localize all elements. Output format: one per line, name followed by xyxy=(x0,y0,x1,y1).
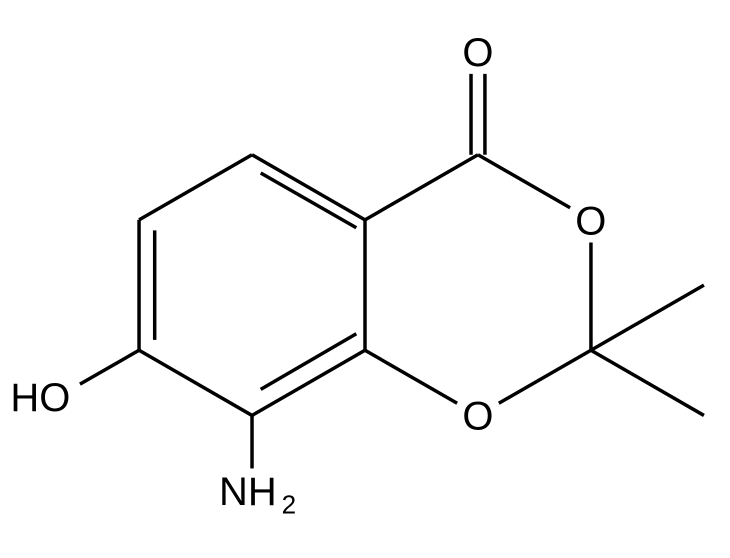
bond xyxy=(80,350,139,384)
bond xyxy=(591,350,704,415)
label-O-ring-top: O xyxy=(575,200,606,244)
molecule-diagram: HO NH 2 O O O xyxy=(0,0,730,558)
bond xyxy=(499,350,591,403)
bond xyxy=(139,155,252,220)
label-NH: NH xyxy=(219,470,277,514)
bond xyxy=(365,350,457,403)
bond xyxy=(252,155,365,220)
label-HO: HO xyxy=(10,376,70,420)
label-O-ring-mid: O xyxy=(462,394,493,438)
bond xyxy=(139,350,252,415)
label-NH2-sub: 2 xyxy=(282,490,297,520)
bond xyxy=(365,155,478,220)
bond xyxy=(261,173,357,228)
bond xyxy=(591,285,704,350)
label-O-double: O xyxy=(462,31,493,75)
bond xyxy=(478,155,570,208)
